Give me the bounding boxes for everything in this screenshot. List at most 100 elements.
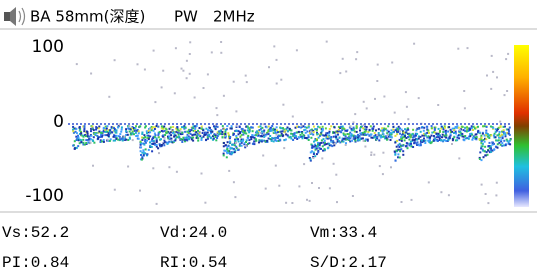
spectrum-speck (263, 130, 265, 132)
spectrum-speck (141, 159, 143, 161)
spectrum-speck (285, 202, 287, 204)
spectrum-speck (370, 154, 372, 156)
spectrum-speck (251, 134, 253, 136)
spectrum-speck (191, 129, 193, 131)
spectrum-speck (383, 129, 385, 131)
spectrum-speck (238, 141, 240, 143)
spectrum-speck (484, 141, 486, 143)
spectrum-speck (228, 170, 230, 172)
spectrum-speck (383, 96, 385, 98)
measurement: Vd:24.0 (160, 224, 227, 242)
spectrum-speck (210, 137, 212, 139)
spectrum-speck (137, 63, 139, 65)
spectrum-speck (189, 73, 191, 75)
spectrum-speck (138, 130, 140, 132)
spectrum-speck (231, 125, 233, 127)
spectrum-speck (149, 131, 151, 133)
spectrum-speck (90, 73, 92, 75)
spectrum-speck (108, 96, 110, 98)
spectrum-speck (509, 127, 511, 129)
spectrum-speck (242, 134, 244, 136)
spectrum-speck (413, 142, 415, 144)
spectrum-speck (215, 139, 217, 141)
measurement: S/D:2.17 (310, 254, 387, 272)
spectrum-speck (311, 151, 313, 153)
spectrum-speck (445, 137, 447, 139)
spectrum-speck (233, 181, 235, 183)
spectrum-speck (142, 149, 144, 151)
axis-label: 0 (53, 112, 64, 132)
spectrum-speck (379, 165, 381, 167)
spectrum-speck (111, 126, 113, 128)
spectrum-speck (320, 148, 322, 150)
spectrum-speck (106, 125, 108, 127)
spectrum-speck (186, 60, 188, 62)
spectrum-speck (163, 144, 165, 146)
spectrum-speck (318, 137, 320, 139)
spectrum-speck (103, 141, 105, 143)
spectrum-speck (343, 141, 345, 143)
spectrum-speck (203, 87, 205, 89)
spectrum-speck (122, 140, 124, 142)
spectrum-speck (180, 138, 182, 140)
spectrum-speck (329, 128, 331, 130)
spectrum-speck (115, 135, 117, 137)
spectrum-speck (336, 201, 338, 203)
spectrum-speck (162, 130, 164, 132)
spectrum-speck (239, 132, 241, 134)
spectrum-speck (90, 135, 92, 137)
spectrum-speck (138, 132, 140, 134)
spectrum-speck (375, 129, 377, 131)
spectrum-speck (410, 136, 412, 138)
spectrum-speck (339, 72, 341, 74)
spectrum-speck (190, 133, 192, 135)
spectrum-speck (192, 127, 194, 129)
spectrum-speck (486, 151, 488, 153)
spectrum-speck (276, 83, 278, 85)
spectrum-speck (216, 114, 218, 116)
spectrum-speck (103, 139, 105, 141)
spectrum-speck (178, 134, 180, 136)
spectrum-speck (328, 143, 330, 145)
spectrum-speck (359, 130, 361, 132)
spectrum-speck (140, 146, 142, 148)
spectrum-speck (235, 142, 237, 144)
spectrum-speck (295, 135, 297, 137)
spectrum-speck (356, 127, 358, 129)
spectrum-speck (156, 144, 158, 146)
spectrum-speck (496, 76, 498, 78)
spectrum-speck (117, 126, 119, 128)
spectrum-speck (80, 141, 82, 143)
spectrum-speck (413, 43, 415, 45)
spectrum-speck (154, 128, 156, 130)
spectrum-speck (420, 143, 422, 145)
spectrum-speck (135, 132, 137, 134)
spectrum-speck (370, 125, 372, 127)
spectrum-speck (285, 139, 287, 141)
spectrum-speck (87, 133, 89, 135)
spectrum-speck (170, 134, 172, 136)
spectrum-speck (311, 182, 313, 184)
spectrum-speck (339, 137, 341, 139)
spectrum-speck (244, 130, 246, 132)
spectrum-speck (348, 137, 350, 139)
spectrum-speck (503, 144, 505, 146)
spectrum-speck (93, 129, 95, 131)
spectrum-speck (241, 145, 243, 147)
spectrum-speck (153, 140, 155, 142)
spectrum-speck (201, 173, 203, 175)
spectrum-speck (431, 125, 433, 127)
spectrum-speck (176, 171, 178, 173)
spectrum-speck (242, 128, 244, 130)
spectrum-speck (105, 126, 107, 128)
spectrum-speck (172, 126, 174, 128)
spectrum-speck (334, 126, 336, 128)
spectrum-speck (471, 125, 473, 127)
spectrum-speck (282, 104, 284, 106)
spectrum-speck (235, 135, 237, 137)
spectrum-speck (345, 135, 347, 137)
spectrum-speck (326, 41, 328, 43)
spectrum-speck (412, 146, 414, 148)
spectrum-speck (140, 150, 142, 152)
spectrum-speck (119, 136, 121, 138)
